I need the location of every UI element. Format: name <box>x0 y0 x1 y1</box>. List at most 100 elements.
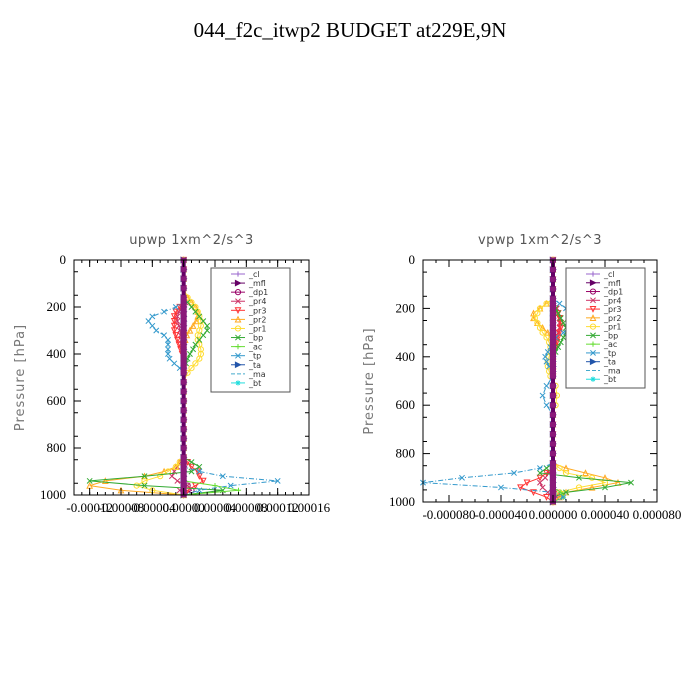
legend-label: _tp <box>603 349 616 358</box>
legend-swatch-marker <box>235 380 241 386</box>
legend-label: _bp <box>603 331 618 340</box>
data-point <box>575 484 583 491</box>
data-point <box>196 313 203 320</box>
data-point <box>180 483 187 489</box>
data-point <box>563 489 569 496</box>
legend-item-bp: _bp <box>231 334 263 343</box>
data-point <box>536 324 544 331</box>
data-point <box>550 460 556 466</box>
data-point <box>274 477 281 484</box>
y-tick-label: 1000 <box>389 494 415 509</box>
data-point <box>180 328 187 333</box>
legend-swatch-marker <box>235 271 241 277</box>
data-point <box>141 482 148 489</box>
data-point <box>192 360 199 367</box>
legend-item-bt: _bt <box>586 375 616 384</box>
data-point <box>196 336 203 343</box>
data-point <box>180 266 187 272</box>
y-tick-label: 800 <box>47 440 67 455</box>
data-point <box>180 360 187 366</box>
y-tick-label: 0 <box>60 252 67 267</box>
data-point <box>602 484 608 491</box>
data-point <box>459 474 465 481</box>
data-point <box>544 349 551 355</box>
y-tick-label: 0 <box>409 252 416 267</box>
data-point <box>196 355 203 362</box>
y-tick-label: 400 <box>47 346 67 361</box>
legend-item-mfl: _mfl <box>231 279 266 288</box>
data-point <box>180 370 187 376</box>
legend-swatch-marker <box>589 323 597 330</box>
x-tick-label: -0.00004 <box>129 500 176 515</box>
y-axis-label: Pressure [hPa] <box>362 327 377 434</box>
y-tick-label: 400 <box>396 349 416 364</box>
data-point <box>550 330 556 336</box>
data-point <box>555 344 562 351</box>
legend-label: _bt <box>248 379 261 388</box>
data-point <box>543 334 550 341</box>
data-point <box>180 313 187 319</box>
data-point <box>180 473 187 479</box>
data-point <box>180 351 187 357</box>
data-point <box>196 463 203 470</box>
data-point <box>180 379 187 385</box>
data-point <box>550 484 556 490</box>
data-point <box>550 305 556 311</box>
data-point <box>550 451 556 457</box>
x-tick-label: -0.000040 <box>474 507 527 522</box>
data-point <box>180 276 187 282</box>
data-point <box>531 314 538 322</box>
legend: _cl_mfl_dp1_pr4_pr3_pr2_pr1_bp_ac_tp_ta_… <box>210 267 291 393</box>
data-point <box>550 441 556 447</box>
data-point <box>537 470 543 476</box>
legend-box <box>565 267 646 389</box>
data-point <box>550 349 556 355</box>
data-point <box>180 469 187 474</box>
legend-item-cl: _cl <box>231 270 260 279</box>
legend-label: _ma <box>603 366 621 375</box>
legend-label: _pr2 <box>603 314 621 323</box>
legend-item-cl: _cl <box>586 270 615 279</box>
data-point <box>542 353 549 360</box>
data-point <box>188 459 195 466</box>
data-point <box>539 484 546 491</box>
legend-label: _pr3 <box>603 305 621 314</box>
data-point <box>550 344 556 350</box>
data-point <box>180 417 187 423</box>
data-point <box>180 332 187 338</box>
data-point <box>550 480 556 486</box>
legend-swatch-marker <box>234 307 242 315</box>
legend-swatch-marker <box>235 352 241 359</box>
x-tick-label: 0.000080 <box>633 507 682 522</box>
legend-item-tp: _tp <box>231 352 261 361</box>
legend-label: _mfl <box>603 279 621 288</box>
data-point <box>180 342 187 348</box>
data-point <box>188 299 195 306</box>
data-point <box>186 351 193 357</box>
legend-swatch-marker <box>235 344 241 350</box>
legend-swatch-marker <box>234 315 242 323</box>
data-point <box>550 431 556 437</box>
data-point <box>556 329 563 337</box>
data-point <box>180 365 187 371</box>
data-point <box>180 304 187 310</box>
data-point <box>180 318 187 324</box>
legend-item-pr1: _pr1 <box>586 323 621 332</box>
data-point <box>196 468 203 475</box>
data-point <box>195 473 203 480</box>
data-point <box>537 465 543 472</box>
data-point <box>550 315 556 321</box>
data-point <box>576 474 582 481</box>
x-tick-label: 0.00004 <box>194 500 237 515</box>
legend-item-pr4: _pr4 <box>586 296 621 305</box>
legend-item-ac: _ac <box>231 343 262 352</box>
data-point <box>539 392 546 399</box>
legend-swatch-marker <box>589 279 597 287</box>
data-point <box>556 465 563 472</box>
legend-label: _pr2 <box>248 315 266 324</box>
legend-swatch-marker <box>590 341 596 347</box>
data-point <box>550 296 556 302</box>
legend-label: _bp <box>248 334 263 343</box>
legend-item-ma: _ma <box>231 370 266 379</box>
legend-item-tp: _tp <box>586 349 616 358</box>
